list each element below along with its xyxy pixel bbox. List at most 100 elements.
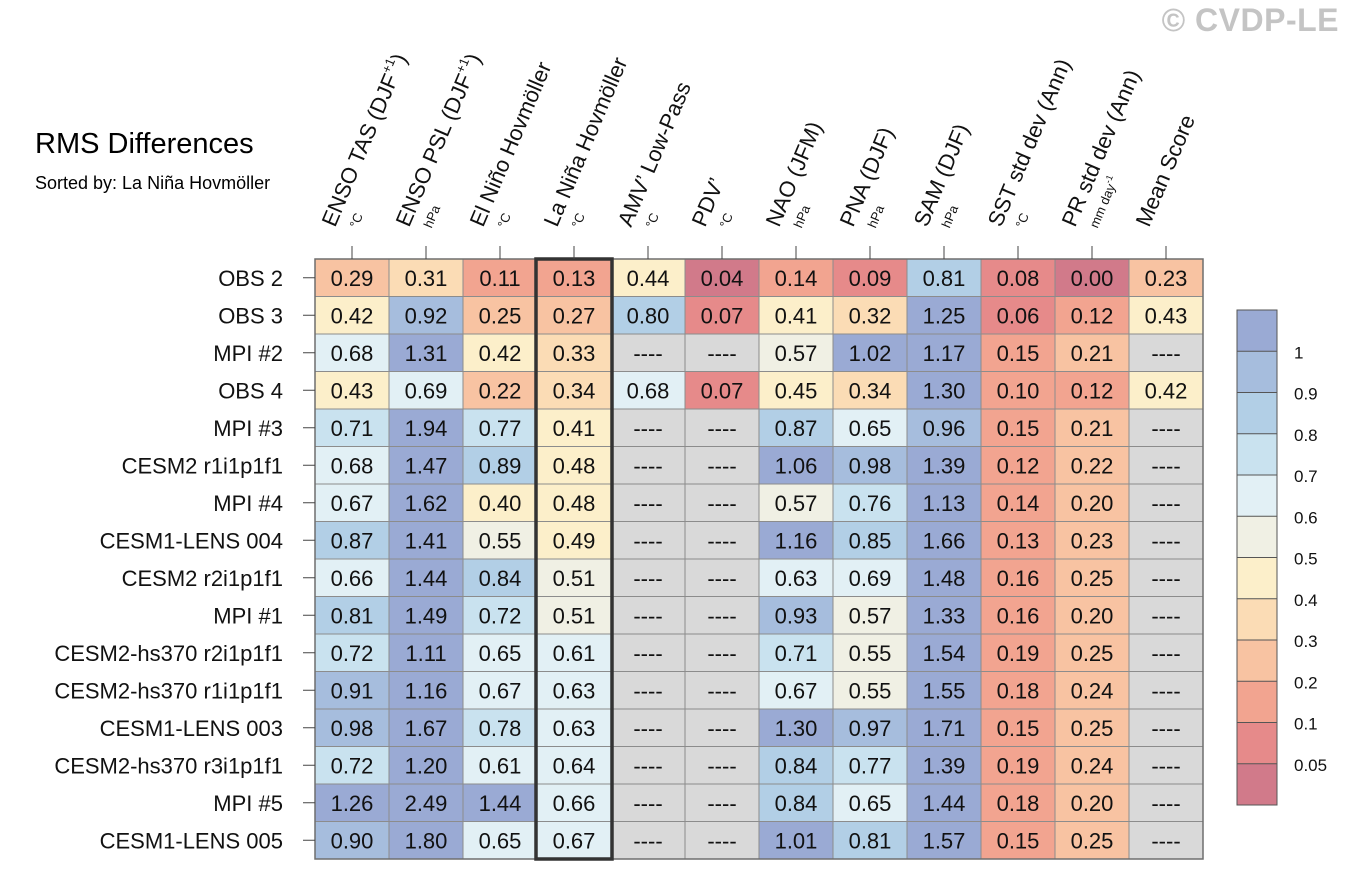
cell-value: 1.62	[405, 491, 448, 516]
cell-value: 0.57	[775, 491, 818, 516]
cell-value: 0.65	[479, 828, 522, 853]
cell-value: ----	[633, 828, 662, 853]
cell-value: 0.77	[479, 416, 522, 441]
cell-value: 0.92	[405, 303, 448, 328]
heatmap-cell	[1128, 558, 1204, 597]
row-label: CESM2 r2i1p1f1	[122, 566, 283, 591]
cell-value: 0.21	[1071, 341, 1114, 366]
heatmap-cell	[462, 708, 538, 747]
heatmap-cell	[314, 783, 390, 822]
cell-value: 0.10	[997, 378, 1040, 403]
colorbar-label: 0.9	[1294, 385, 1318, 404]
cell-value: 0.68	[627, 378, 670, 403]
cell-value: 0.66	[553, 791, 596, 816]
cell-value: 0.68	[331, 453, 374, 478]
cell-value: 0.98	[849, 453, 892, 478]
cell-value: 1.13	[923, 491, 966, 516]
cell-value: 0.25	[479, 303, 522, 328]
cell-value: ----	[707, 641, 736, 666]
cell-value: ----	[1151, 641, 1180, 666]
cell-value: 0.67	[553, 828, 596, 853]
cell-value: ----	[707, 453, 736, 478]
cell-value: 1.39	[923, 453, 966, 478]
cell-value: 0.04	[701, 266, 744, 291]
heatmap-cell	[906, 446, 982, 485]
heatmap-cell	[684, 521, 760, 560]
cell-value: ----	[633, 716, 662, 741]
cell-value: 0.42	[1145, 378, 1188, 403]
cell-value: 1.39	[923, 753, 966, 778]
heatmap-cell	[684, 371, 760, 410]
heatmap-cell	[906, 671, 982, 710]
heatmap-cell	[462, 558, 538, 597]
cell-value: 0.14	[997, 491, 1040, 516]
cell-value: 0.34	[849, 378, 892, 403]
heatmap-cell	[610, 671, 686, 710]
cell-value: 0.13	[997, 528, 1040, 553]
heatmap-cell	[832, 671, 908, 710]
heatmap-cell	[684, 746, 760, 785]
column-label: El Niño Hovmöller	[465, 58, 557, 230]
heatmap-cell	[388, 483, 464, 522]
row-label: MPI #4	[213, 491, 283, 516]
heatmap-cell	[314, 558, 390, 597]
cell-value: 0.25	[1071, 566, 1114, 591]
cell-value: 0.25	[1071, 716, 1114, 741]
cell-value: ----	[707, 716, 736, 741]
heatmap-cell	[388, 596, 464, 635]
cell-value: 1.57	[923, 828, 966, 853]
cell-value: 0.41	[553, 416, 596, 441]
heatmap-cell	[388, 371, 464, 410]
cell-value: 0.45	[775, 378, 818, 403]
heatmap-cell	[610, 708, 686, 747]
column-header: NAO (JFM)hPa	[761, 118, 827, 230]
heatmap-cell	[684, 671, 760, 710]
colorbar-label: 0.05	[1294, 756, 1327, 775]
heatmap-cell	[980, 596, 1056, 635]
heatmap-cell	[980, 408, 1056, 447]
colorbar-bin	[1237, 310, 1277, 352]
heatmap-cell	[758, 783, 834, 822]
heatmap-cell	[610, 521, 686, 560]
row-label: MPI #5	[213, 791, 283, 816]
cell-value: 0.42	[331, 303, 374, 328]
cell-value: ----	[1151, 828, 1180, 853]
heatmap-cell	[758, 633, 834, 672]
heatmap-cell	[832, 558, 908, 597]
cell-value: 0.24	[1071, 753, 1114, 778]
colorbar-bin	[1237, 640, 1277, 682]
heatmap-cell	[462, 371, 538, 410]
cell-value: 0.72	[331, 753, 374, 778]
cell-value: 0.90	[331, 828, 374, 853]
heatmap-cell	[758, 671, 834, 710]
heatmap-cell	[536, 333, 612, 372]
cell-value: 0.25	[1071, 828, 1114, 853]
cell-value: 0.40	[479, 491, 522, 516]
cell-value: 0.65	[479, 641, 522, 666]
heatmap-cell	[684, 708, 760, 747]
heatmap-cell	[1054, 708, 1130, 747]
cell-value: ----	[1151, 416, 1180, 441]
heatmap-cell	[684, 408, 760, 447]
cell-value: 0.80	[627, 303, 670, 328]
colorbar-bin	[1237, 763, 1277, 805]
cell-value: ----	[707, 528, 736, 553]
cell-value: 0.31	[405, 266, 448, 291]
cell-value: 0.78	[479, 716, 522, 741]
cell-value: 0.43	[331, 378, 374, 403]
heatmap-cell	[980, 521, 1056, 560]
cell-value: ----	[1151, 528, 1180, 553]
cell-value: ----	[633, 753, 662, 778]
heatmap-cell	[684, 558, 760, 597]
cell-value: 1.30	[923, 378, 966, 403]
row-label: OBS 4	[218, 378, 283, 403]
cell-value: 0.15	[997, 416, 1040, 441]
cell-value: 0.14	[775, 266, 818, 291]
row-label: CESM1-LENS 004	[100, 528, 283, 553]
row-label: OBS 3	[218, 303, 283, 328]
heatmap-cell	[1128, 746, 1204, 785]
heatmap-cell	[1128, 633, 1204, 672]
cell-value: 0.49	[553, 528, 596, 553]
heatmap-cell	[758, 446, 834, 485]
cell-value: 0.19	[997, 753, 1040, 778]
